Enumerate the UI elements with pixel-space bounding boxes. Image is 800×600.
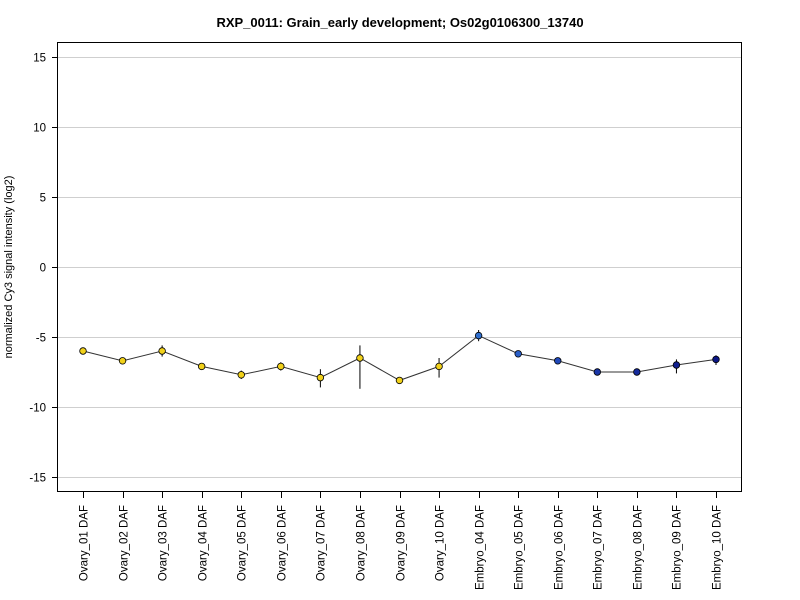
x-tick-label: Ovary_08 DAF [356, 505, 368, 581]
data-point [435, 362, 443, 371]
x-tick-label: Embryo_06 DAF [554, 505, 566, 590]
x-tick-label: Ovary_04 DAF [198, 505, 210, 581]
plot-frame [57, 42, 742, 492]
x-tick-label: Ovary_01 DAF [79, 505, 91, 581]
series-line [82, 335, 717, 381]
y-tick-label: 10 [33, 123, 46, 135]
data-point [277, 362, 285, 371]
y-tick-label: 0 [40, 263, 46, 275]
data-point [197, 362, 206, 371]
y-tick-label: -10 [29, 403, 46, 415]
data-point [237, 371, 245, 379]
chart-title: RXP_0011: Grain_early development; Os02g… [216, 15, 583, 30]
x-axis: Ovary_01 DAF Ovary_02 DAF Ovary_03 DAF Ovar… [79, 491, 724, 590]
x-tick-label: Embryo_08 DAF [633, 505, 645, 590]
x-tick-label: Embryo_09 DAF [672, 505, 684, 590]
data-point [395, 376, 404, 385]
y-tick-label: -15 [29, 473, 46, 485]
x-tick-label: Ovary_03 DAF [158, 505, 170, 581]
data-point [514, 350, 522, 358]
data-point [158, 347, 166, 355]
x-tick-label: Ovary_05 DAF [237, 505, 249, 581]
data-point [356, 354, 364, 362]
x-tick-label: Embryo_10 DAF [712, 505, 724, 590]
y-tick-label: 15 [33, 53, 46, 65]
x-tick-label: Ovary_10 DAF [435, 505, 447, 581]
data-series [79, 330, 720, 389]
x-tick-label: Ovary_02 DAF [119, 505, 131, 581]
data-point [118, 357, 127, 365]
grid-lines [58, 57, 741, 478]
x-tick-label: Ovary_06 DAF [277, 505, 289, 581]
y-tick-label: -5 [36, 333, 46, 345]
y-axis: 15 10 5 0 -5 -10 -15 [29, 53, 58, 485]
data-point [712, 355, 720, 364]
x-tick-label: Embryo_04 DAF [475, 505, 487, 590]
x-tick-label: Embryo_07 DAF [593, 505, 605, 590]
y-tick-label: 5 [40, 193, 46, 205]
y-axis-label: normalized Cy3 signal intensity (log2) [3, 176, 15, 359]
data-point [554, 357, 562, 365]
data-point [672, 361, 681, 369]
x-tick-label: Embryo_05 DAF [514, 505, 526, 590]
data-point [474, 331, 483, 340]
x-tick-label: Ovary_07 DAF [316, 505, 328, 581]
x-tick-label: Ovary_09 DAF [396, 505, 408, 581]
data-point [633, 368, 641, 376]
data-point [316, 373, 325, 382]
data-point [593, 368, 602, 376]
data-point [79, 347, 87, 355]
